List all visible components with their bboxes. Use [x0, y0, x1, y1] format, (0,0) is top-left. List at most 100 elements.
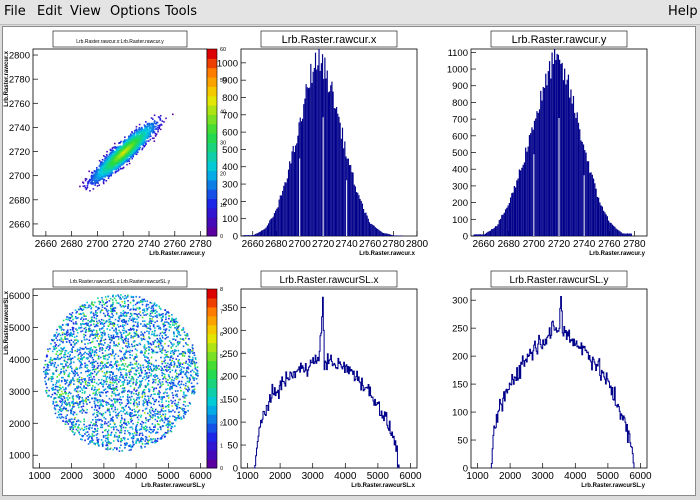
hist2d-point — [174, 384, 177, 387]
hist2d-point — [135, 151, 137, 153]
hist2d-point — [143, 138, 145, 141]
hist2d-point — [54, 362, 57, 364]
hist2d-point — [150, 348, 153, 351]
hist2d-point — [130, 449, 132, 451]
hist2d-point — [73, 433, 76, 436]
hist-rawcur-x-bar — [307, 88, 310, 236]
hist2d-point — [141, 371, 143, 374]
hist2d-point — [89, 321, 92, 323]
hist2d-point — [175, 378, 178, 380]
hist2d-point — [184, 334, 186, 336]
hist2d-point — [131, 148, 133, 151]
hist2d-rawcur-title: Lrb.Raster.rawcur.x:Lrb.Raster.rawcur.y — [76, 39, 164, 45]
hist-rawcur-x-xtick-label: 2700 — [289, 239, 312, 250]
hist2d-point — [118, 146, 120, 149]
hist2d-point — [71, 326, 74, 329]
hist-rawcur-y-bar — [478, 234, 480, 236]
hist2d-point — [134, 335, 136, 337]
hist2d-point — [124, 153, 127, 156]
hist2d-point — [102, 323, 104, 325]
root-canvas[interactable]: Lrb.Raster.rawcur.x:Lrb.Raster.rawcur.y 2… — [2, 26, 696, 496]
hist2d-point — [171, 376, 174, 379]
hist-rawcur-y-bar — [522, 164, 524, 236]
hist2d-point — [117, 170, 119, 172]
hist-rawcur-x-bar — [341, 127, 344, 236]
hist2d-point — [137, 138, 139, 141]
hist2d-point — [90, 178, 93, 180]
hist2d-point — [107, 421, 110, 423]
menu-edit[interactable]: Edit — [37, 4, 63, 19]
hist2d-point — [101, 169, 104, 172]
hist-rawcur-x-bar — [299, 117, 301, 236]
hist2d-point — [142, 298, 144, 301]
hist2d-point — [115, 368, 118, 370]
hist2d-point — [168, 410, 171, 413]
hist2d-point — [150, 441, 153, 443]
hist2d-point — [138, 128, 141, 131]
hist2d-point — [113, 392, 116, 395]
hist2d-point — [158, 396, 161, 399]
hist-rawcur-y-bar — [606, 216, 609, 236]
menu-file[interactable]: File — [4, 4, 26, 19]
hist2d-point — [171, 405, 174, 407]
hist2d-point — [166, 418, 168, 421]
hist2d-point — [147, 343, 150, 345]
hist2d-point — [118, 401, 121, 404]
hist2d-point — [157, 124, 159, 127]
menu-options[interactable]: Options — [110, 4, 161, 19]
hist2d-point — [170, 346, 173, 348]
hist2d-point — [137, 137, 139, 140]
hist2d-point — [170, 319, 173, 322]
hist2d-point — [119, 153, 122, 155]
hist2d-point — [118, 169, 120, 171]
menu-view[interactable]: View — [70, 4, 101, 19]
hist2d-point — [158, 127, 160, 130]
menu-help[interactable]: Help — [668, 4, 698, 19]
hist2d-point — [179, 386, 182, 389]
hist2d-point — [101, 304, 103, 307]
hist2d-rawcur-xtick-label: 2720 — [112, 239, 135, 250]
hist2d-point — [92, 368, 95, 371]
hist2d-point — [118, 146, 121, 149]
hist2d-point — [105, 174, 107, 177]
hist2d-point — [87, 347, 89, 350]
hist2d-point — [135, 441, 138, 443]
hist-rawcur-y-xtick-label: 2660 — [472, 239, 495, 250]
hist2d-point — [112, 448, 115, 451]
hist2d-point — [73, 356, 76, 358]
hist2d-point — [105, 308, 108, 311]
hist2d-point — [192, 385, 194, 388]
hist2d-point — [154, 440, 156, 442]
hist2d-point — [136, 349, 138, 352]
hist2d-point — [174, 402, 176, 405]
hist-rawcur-y-bar — [507, 205, 509, 236]
hist-rawcur-x-bar — [361, 203, 364, 236]
hist2d-point — [141, 396, 143, 398]
hist2d-point — [110, 395, 113, 397]
hist2d-point — [125, 337, 127, 340]
hist-rawcur-y-bar — [595, 188, 597, 236]
hist2d-point — [51, 393, 54, 396]
hist2d-point — [126, 157, 128, 159]
hist2d-point — [177, 326, 180, 329]
hist2d-point — [120, 350, 123, 353]
menu-tools[interactable]: Tools — [165, 4, 198, 19]
hist2d-point — [146, 439, 149, 441]
hist2d-point — [141, 128, 143, 130]
hist2d-point — [122, 140, 125, 143]
hist-rawcur-x-xtick-label: 2660 — [242, 239, 265, 250]
hist2d-point — [128, 142, 131, 145]
hist-rawcur-y-bar — [572, 95, 575, 237]
hist2d-point — [188, 352, 191, 355]
hist2d-point — [77, 317, 79, 319]
hist2d-point — [111, 149, 114, 152]
hist2d-point — [62, 356, 65, 358]
hist2d-point — [120, 335, 123, 337]
hist2d-point — [167, 366, 170, 368]
hist2d-point — [62, 329, 65, 331]
hist2d-point — [192, 376, 194, 378]
hist2d-point — [53, 365, 55, 368]
hist2d-point — [124, 429, 126, 432]
hist2d-point — [177, 340, 179, 343]
hist2d-point — [166, 381, 169, 384]
